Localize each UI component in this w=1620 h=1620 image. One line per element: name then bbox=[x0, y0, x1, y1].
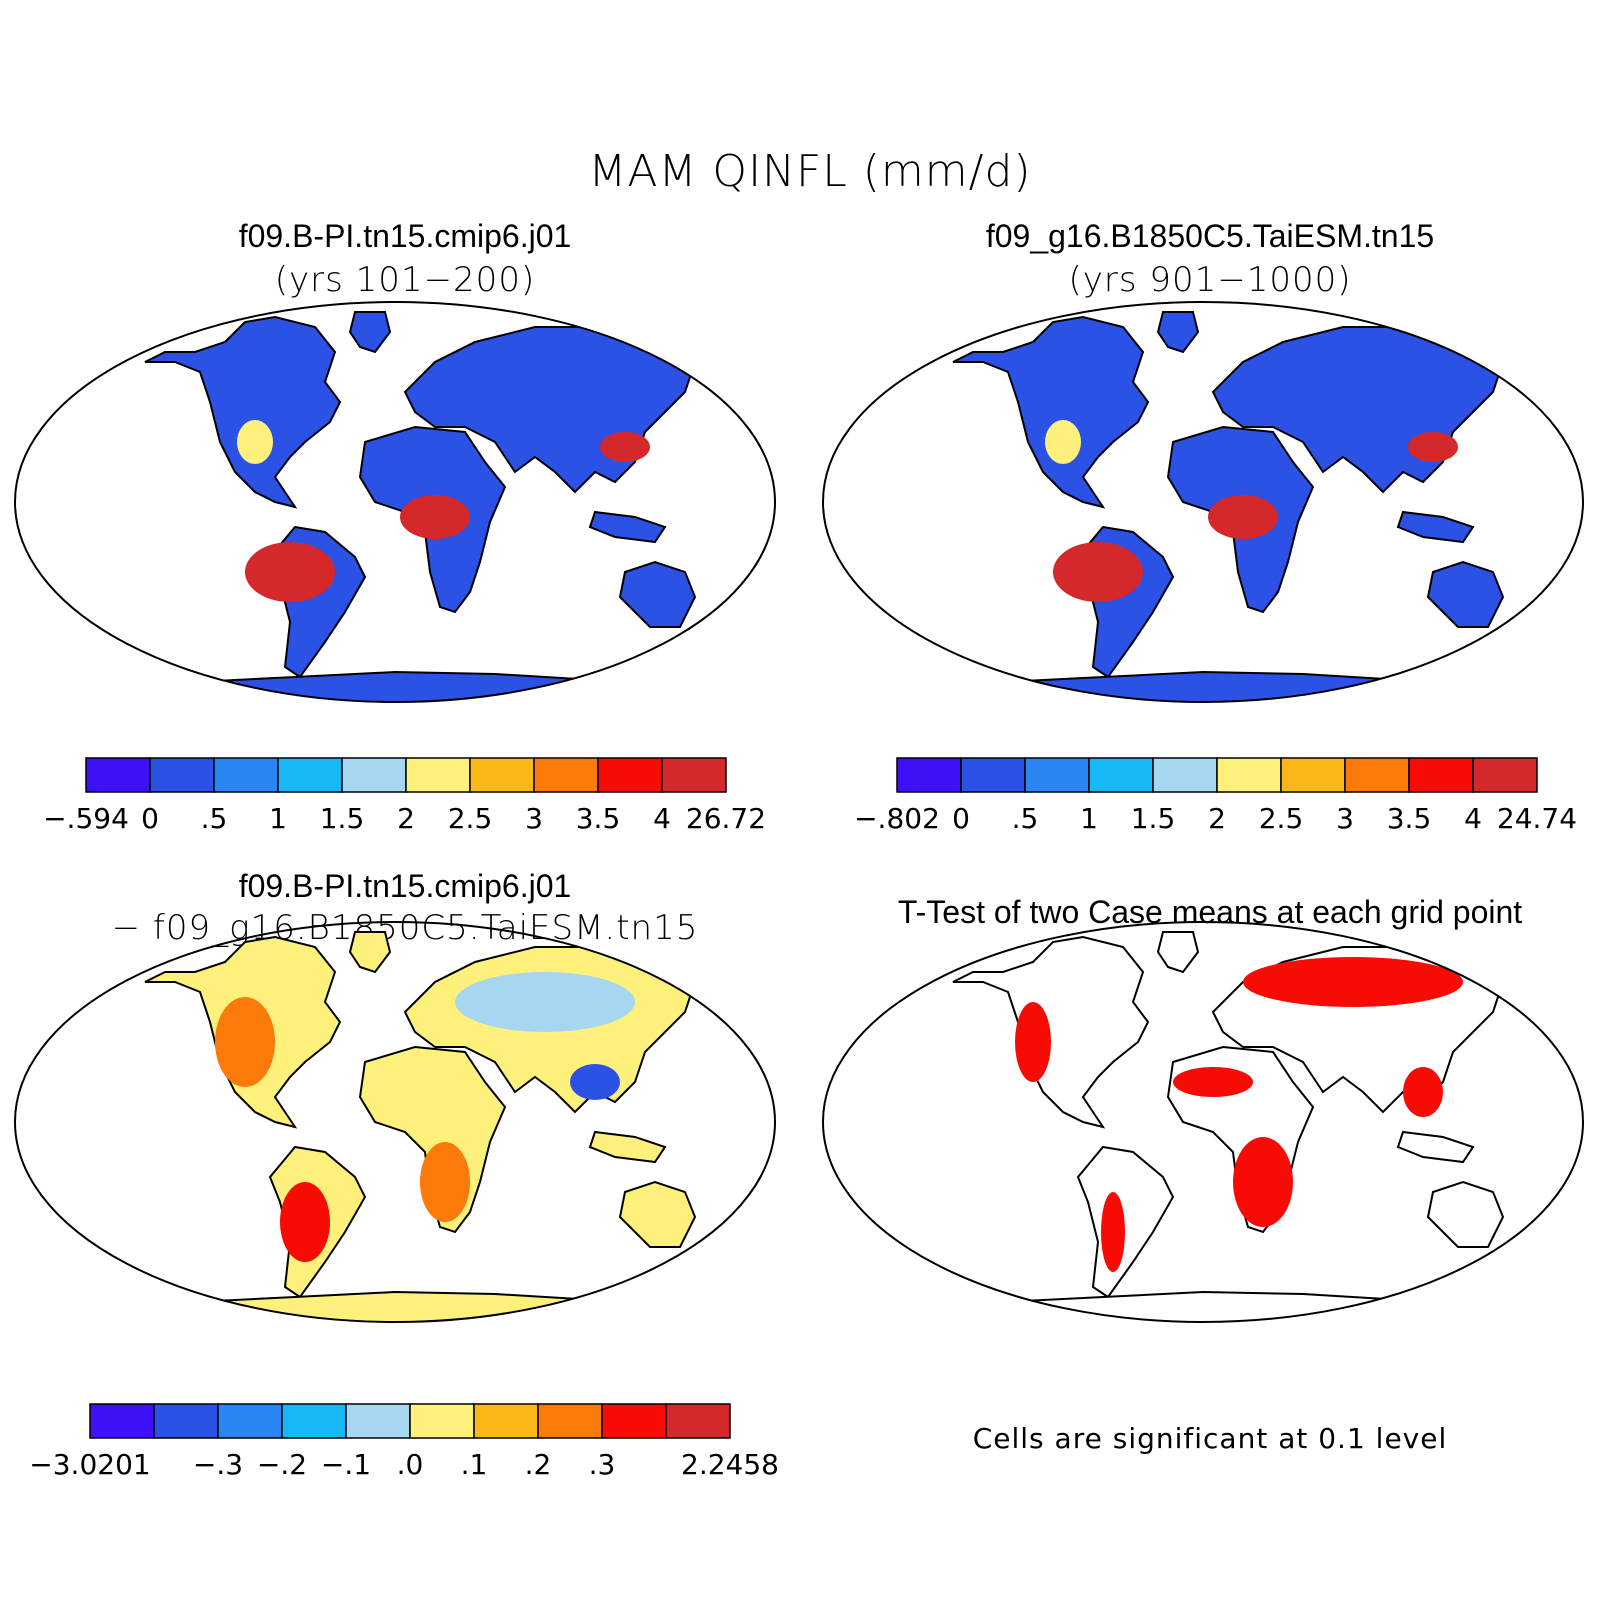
colorbar-tick-label: 24.74 bbox=[1497, 802, 1577, 835]
colorbar-tick-label: 2 bbox=[397, 802, 415, 835]
colorbar-tick-label: 3.5 bbox=[1387, 802, 1432, 835]
colorbar-swatch bbox=[1408, 757, 1474, 793]
panel-bottom-left-case: f09.B-PI.tn15.cmip6.j01 bbox=[238, 868, 572, 904]
colorbar-top-right: −.802 0 .5 1 1.5 2 2.5 3 3.5 4 24.74 bbox=[854, 757, 1577, 835]
colorbar-tick-label: −3.0201 bbox=[29, 1448, 150, 1481]
colorbar-tick-label: .5 bbox=[1012, 802, 1039, 835]
colorbar-swatch bbox=[217, 1403, 283, 1439]
colorbar-tick-label: 4 bbox=[653, 802, 671, 835]
figure-title: MAM QINFL (mm/d) bbox=[588, 146, 1032, 197]
colorbar-tick-label: −.802 bbox=[854, 802, 940, 835]
map-bottom-left bbox=[14, 921, 776, 1323]
colorbar-tick-label: .1 bbox=[461, 1448, 488, 1481]
colorbar-tick-label: 26.72 bbox=[686, 802, 766, 835]
colorbar-tick-label: .5 bbox=[201, 802, 228, 835]
colorbar-swatch bbox=[345, 1403, 411, 1439]
colorbar-swatch bbox=[1088, 757, 1154, 793]
colorbar-tick-label: 0 bbox=[952, 802, 970, 835]
colorbar-swatch bbox=[469, 757, 535, 793]
colorbar-swatch bbox=[341, 757, 407, 793]
colorbar-swatch bbox=[1280, 757, 1346, 793]
colorbar-swatch bbox=[277, 757, 343, 793]
panel-top-right-case: f09_g16.B1850C5.TaiESM.tn15 bbox=[985, 218, 1435, 254]
colorbar-swatch bbox=[1344, 757, 1410, 793]
colorbar-tick-label: 0 bbox=[141, 802, 159, 835]
colorbar-swatch bbox=[601, 1403, 667, 1439]
colorbar-tick-label: .3 bbox=[589, 1448, 616, 1481]
colorbar-tick-label: 1 bbox=[1080, 802, 1098, 835]
colorbar-tick-label: 1 bbox=[269, 802, 287, 835]
colorbar-swatch bbox=[153, 1403, 219, 1439]
colorbar-swatch bbox=[1472, 757, 1538, 793]
colorbar-tick-label: 3 bbox=[525, 802, 543, 835]
panel-top-left-years: (yrs 101−200) bbox=[274, 260, 536, 300]
map-bottom-right bbox=[822, 921, 1584, 1323]
panel-bottom-right-title: T-Test of two Case means at each grid po… bbox=[897, 894, 1523, 930]
significance-note: Cells are significant at 0.1 level bbox=[972, 1422, 1448, 1455]
colorbar-swatch bbox=[533, 757, 599, 793]
colorbar-swatch bbox=[960, 757, 1026, 793]
colorbar-swatch bbox=[537, 1403, 603, 1439]
colorbar-swatch bbox=[896, 757, 962, 793]
panel-top-left-case: f09.B-PI.tn15.cmip6.j01 bbox=[238, 218, 572, 254]
colorbar-tick-label: 1.5 bbox=[1131, 802, 1176, 835]
colorbar-swatch bbox=[1024, 757, 1090, 793]
colorbar-tick-label: −.594 bbox=[43, 802, 129, 835]
colorbar-tick-label: −.1 bbox=[321, 1448, 371, 1481]
map-top-right bbox=[822, 301, 1584, 703]
colorbar-swatch bbox=[1216, 757, 1282, 793]
map-top-left bbox=[14, 301, 776, 703]
colorbar-swatch bbox=[149, 757, 215, 793]
colorbar-tick-label: 1.5 bbox=[320, 802, 365, 835]
colorbar-swatch bbox=[89, 1403, 155, 1439]
colorbar-tick-label: −.3 bbox=[193, 1448, 243, 1481]
colorbar-swatch bbox=[85, 757, 151, 793]
colorbar-swatch bbox=[405, 757, 471, 793]
colorbar-tick-label: 2.2458 bbox=[681, 1448, 779, 1481]
colorbar-tick-label: 3 bbox=[1336, 802, 1354, 835]
colorbar-swatch bbox=[597, 757, 663, 793]
panel-top-right-years: (yrs 901−1000) bbox=[1068, 260, 1352, 300]
panel-bottom-left-diff: − f09_g16.B1850C5.TaiESM.tn15 bbox=[111, 908, 699, 948]
colorbar-swatch bbox=[281, 1403, 347, 1439]
colorbar-tick-label: .0 bbox=[397, 1448, 424, 1481]
colorbar-tick-label: 3.5 bbox=[576, 802, 621, 835]
colorbar-tick-label: 2.5 bbox=[448, 802, 493, 835]
colorbar-tick-label: .2 bbox=[525, 1448, 552, 1481]
colorbar-tick-label: 2 bbox=[1208, 802, 1226, 835]
colorbar-swatch bbox=[473, 1403, 539, 1439]
colorbar-top-left: −.594 0 .5 1 1.5 2 2.5 3 3.5 4 26.72 bbox=[43, 757, 766, 835]
colorbar-swatch bbox=[665, 1403, 731, 1439]
colorbar-swatch bbox=[213, 757, 279, 793]
colorbar-swatch bbox=[661, 757, 727, 793]
colorbar-tick-label: −.2 bbox=[257, 1448, 307, 1481]
colorbar-swatch bbox=[409, 1403, 475, 1439]
colorbar-bottom-left: −3.0201 −.3 −.2 −.1 .0 .1 .2 .3 2.2458 bbox=[29, 1403, 779, 1481]
colorbar-swatch bbox=[1152, 757, 1218, 793]
colorbar-tick-label: 4 bbox=[1464, 802, 1482, 835]
colorbar-tick-label: 2.5 bbox=[1259, 802, 1304, 835]
